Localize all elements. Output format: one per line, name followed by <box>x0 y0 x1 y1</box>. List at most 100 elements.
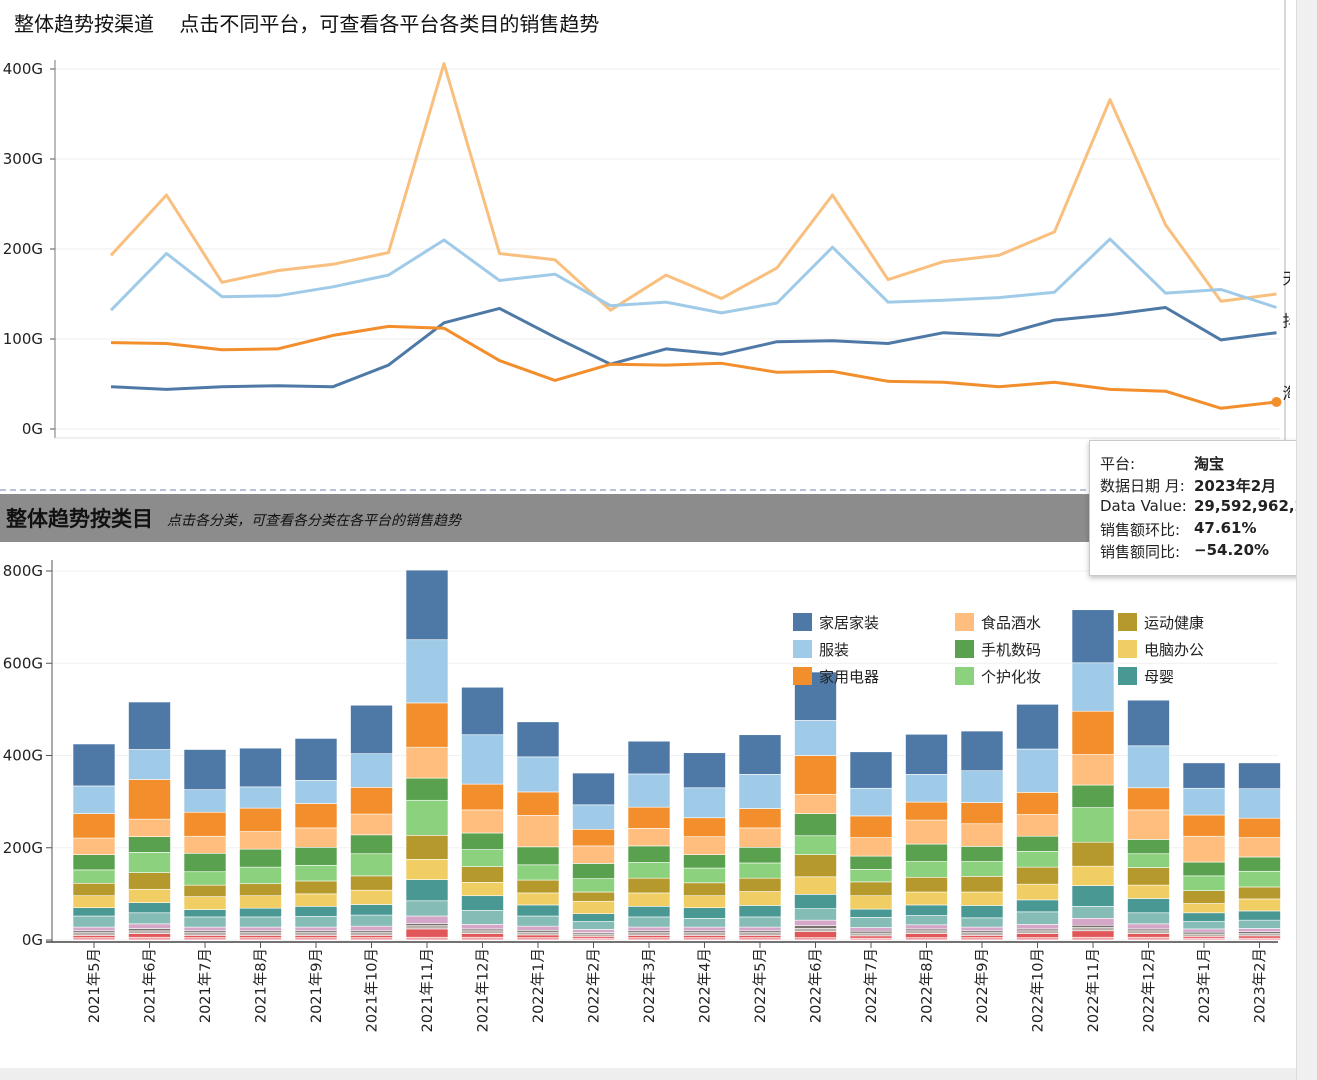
bar-stack <box>294 738 338 941</box>
bar-stack <box>128 701 171 941</box>
y-tick-label: 600G <box>3 654 43 672</box>
bar-segment <box>1016 924 1059 930</box>
bar-segment <box>239 807 282 832</box>
bar-segment <box>960 730 1004 772</box>
bar-stack <box>183 749 227 941</box>
bar-segment <box>461 832 504 850</box>
bar-segment <box>72 869 116 884</box>
y-tick-label: 0G <box>22 931 43 949</box>
bar-segment <box>516 915 560 927</box>
legend-swatch <box>955 613 974 631</box>
bar-segment <box>128 930 171 934</box>
category-bar-chart[interactable]: 0G 200G 400G 600G 800G 2021年5月 2021年6月 2021年7月 2… <box>0 0 1296 1068</box>
bar-segment <box>683 937 726 941</box>
bar-segment <box>849 895 893 910</box>
bar-segment <box>905 930 948 934</box>
bar-segment <box>516 721 560 758</box>
bar-segment <box>960 932 1004 936</box>
bar-stack <box>516 721 560 941</box>
x-tick-label: 2022年9月 <box>974 948 991 1023</box>
bar-stack <box>1238 762 1281 941</box>
x-tick-label: 2022年8月 <box>919 948 936 1023</box>
bar-stack <box>405 569 449 941</box>
bar-segment <box>405 569 449 641</box>
section-divider <box>0 489 1296 491</box>
bar-segment <box>1182 933 1226 937</box>
bar-segment <box>1071 930 1115 938</box>
bar-segment <box>572 804 615 830</box>
series-label: 抖音 <box>1283 312 1291 331</box>
bar-segment <box>1127 884 1170 899</box>
bar-segment <box>72 837 116 855</box>
legend-item: 家用电器 <box>793 667 879 686</box>
bar-segment <box>627 845 671 863</box>
bar-stack <box>72 743 116 941</box>
bar-segment <box>1127 923 1170 930</box>
tooltip-row-platform: 平台: 淘宝 <box>1100 453 1224 474</box>
bar-segment <box>239 831 282 850</box>
bar-segment <box>72 854 116 871</box>
bar-segment <box>239 937 282 941</box>
tooltip: 平台: 淘宝 数据日期 月: 2023年2月 Data Value: 29,59… <box>1089 440 1317 576</box>
bar-segment <box>294 935 338 938</box>
tooltip-key: Data Value: <box>1100 497 1187 515</box>
tooltip-value: 47.61% <box>1194 519 1257 537</box>
bar-segment <box>516 791 560 816</box>
bar-segment <box>572 929 615 933</box>
channel-line-chart[interactable]: 0G 100G 200G 300G 400G 天猫抖音淘宝 <box>0 0 1290 440</box>
bar-segment <box>72 895 116 909</box>
bar-segment <box>1182 861 1226 877</box>
bar-segment <box>128 888 171 903</box>
series-line <box>110 324 1277 410</box>
bar-segment <box>738 926 782 932</box>
bar-segment <box>683 926 726 932</box>
highlight-point <box>1271 397 1282 407</box>
bar-segment <box>350 889 393 905</box>
bar-segment <box>849 837 893 857</box>
bar-segment <box>738 827 782 848</box>
x-tick-label: 2022年5月 <box>752 948 769 1023</box>
series-line <box>110 306 1277 391</box>
horizontal-scrollbar[interactable] <box>0 1068 1296 1080</box>
bar-segment <box>738 932 782 936</box>
bar-segment <box>294 864 338 882</box>
bar-segment <box>405 923 449 927</box>
bar-segment <box>128 923 171 929</box>
bar-segment <box>1127 867 1170 886</box>
bar-stack <box>1182 762 1226 941</box>
bar-segment <box>1182 921 1226 930</box>
x-tick-label: 2022年10月 <box>1030 948 1047 1032</box>
vertical-scrollbar[interactable] <box>1296 0 1317 1080</box>
bar-segment <box>1016 937 1059 941</box>
x-tick-label: 2023年2月 <box>1252 948 1269 1023</box>
bar-segment <box>128 852 171 873</box>
tooltip-value: 29,592,962,269 <box>1194 497 1317 515</box>
bar-segment <box>405 702 449 748</box>
bar-segment <box>183 835 227 854</box>
bar-segment <box>905 819 948 845</box>
category-trend-header: 整体趋势按类目 点击各分类，可查看各分类在各平台的销售趋势 <box>0 494 1296 542</box>
bar-segment <box>350 914 393 927</box>
bar-segment <box>905 933 948 938</box>
bar-segment <box>627 935 671 938</box>
x-tick-label: 2022年2月 <box>586 948 603 1023</box>
bar-segment <box>350 932 393 936</box>
bar-stack <box>461 686 504 941</box>
bar-segment <box>1238 935 1281 939</box>
bar-segment <box>1127 745 1170 789</box>
bar-segment <box>72 743 116 787</box>
bar-segment <box>516 937 560 941</box>
bar-segment <box>849 932 893 937</box>
bar-segment <box>461 783 504 811</box>
bar-segment <box>72 935 116 938</box>
x-tick-label: 2022年1月 <box>530 948 547 1023</box>
bar-segment <box>572 845 615 864</box>
bar-segment <box>1238 886 1281 900</box>
bar-segment <box>627 916 671 928</box>
bar-segment <box>1127 930 1170 934</box>
x-tick-label: 2021年10月 <box>364 948 381 1032</box>
bar-segment <box>128 701 171 750</box>
bar-segment <box>1127 912 1170 925</box>
bar-segment <box>794 876 837 895</box>
legend-item: 家居家装 <box>793 613 879 632</box>
